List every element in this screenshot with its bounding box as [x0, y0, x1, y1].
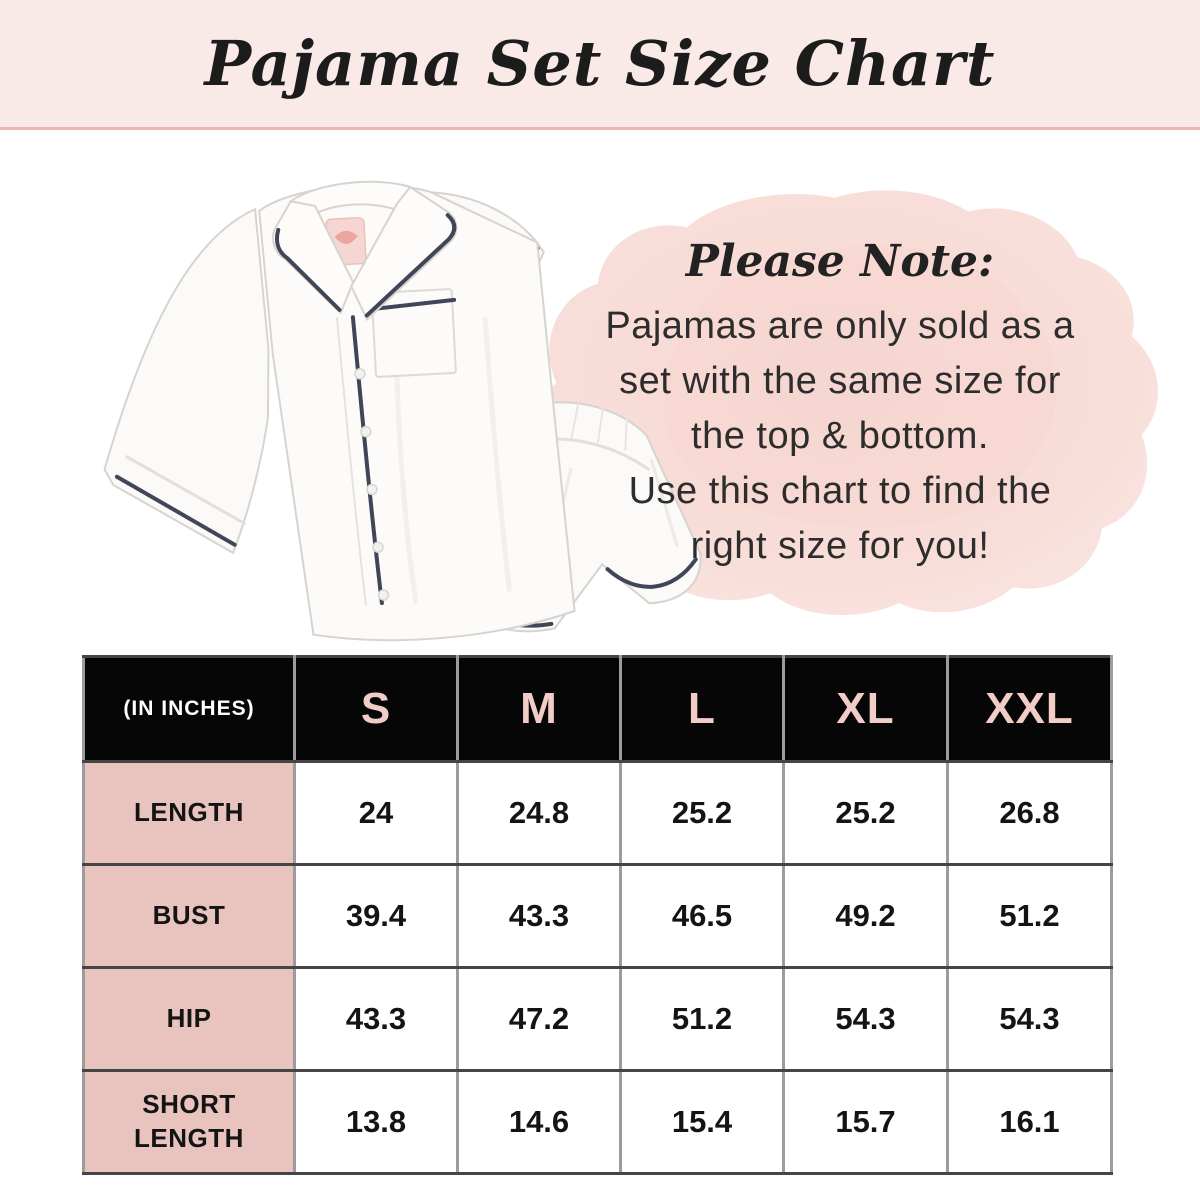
- cell-value: 25.2: [782, 760, 949, 866]
- header-row: (IN INCHES) S M L XL XXL: [82, 655, 1113, 763]
- cell-value: 51.2: [946, 863, 1113, 969]
- cell-value: 25.2: [619, 760, 785, 866]
- cell-value: 54.3: [782, 966, 949, 1072]
- table-row-length: LENGTH 24 24.8 25.2 25.2 26.8: [82, 760, 1113, 866]
- table-row-hip: HIP 43.3 47.2 51.2 54.3 54.3: [82, 966, 1113, 1072]
- cell-value: 49.2: [782, 863, 949, 969]
- row-label: BUST: [82, 863, 296, 969]
- shirt-buttons: [354, 368, 390, 601]
- size-header-m: M: [456, 655, 622, 763]
- cell-value: 15.7: [782, 1069, 949, 1175]
- table-row-short-length: SHORT LENGTH 13.8 14.6 15.4 15.7 16.1: [82, 1069, 1113, 1175]
- cell-value: 51.2: [619, 966, 785, 1072]
- cell-value: 13.8: [293, 1069, 459, 1175]
- note-line: right size for you!: [690, 525, 990, 567]
- note-heading: Please Note:: [685, 236, 995, 287]
- cell-value: 39.4: [293, 863, 459, 969]
- cell-value: 47.2: [456, 966, 622, 1072]
- note-line: Pajamas are only sold as a: [605, 305, 1075, 347]
- watercolor-blob: [505, 180, 1165, 616]
- row-label: HIP: [82, 966, 296, 1072]
- cell-value: 43.3: [293, 966, 459, 1072]
- page-title: Pajama Set Size Chart: [204, 27, 996, 100]
- cell-value: 24.8: [456, 760, 622, 866]
- cell-value: 16.1: [946, 1069, 1113, 1175]
- note-line: the top & bottom.: [691, 415, 989, 457]
- title-banner: Pajama Set Size Chart: [0, 0, 1200, 130]
- cell-value: 14.6: [456, 1069, 622, 1175]
- row-label: LENGTH: [82, 760, 296, 866]
- size-header-xl: XL: [782, 655, 949, 763]
- size-header-l: L: [619, 655, 785, 763]
- cell-value: 43.3: [456, 863, 622, 969]
- watercolor-blob-graphic: [540, 190, 1158, 616]
- cell-value: 26.8: [946, 760, 1113, 866]
- table-row-bust: BUST 39.4 43.3 46.5 49.2 51.2: [82, 863, 1113, 969]
- pajama-set-photo: [40, 135, 730, 660]
- unit-header-cell: (IN INCHES): [82, 655, 296, 763]
- chest-pocket: [370, 288, 457, 378]
- size-chart-table: (IN INCHES) S M L XL XXL LENGTH 24 24.8 …: [82, 655, 1113, 1175]
- cell-value: 54.3: [946, 966, 1113, 1072]
- row-label: SHORT LENGTH: [82, 1069, 296, 1175]
- size-header-xxl: XXL: [946, 655, 1113, 763]
- cell-value: 15.4: [619, 1069, 785, 1175]
- please-note: Please Note: Pajamas are only sold as a …: [555, 236, 1125, 574]
- cell-value: 24: [293, 760, 459, 866]
- cell-value: 46.5: [619, 863, 785, 969]
- pajama-set-graphic: [103, 180, 702, 642]
- note-line: Use this chart to find the: [628, 470, 1052, 512]
- size-header-s: S: [293, 655, 459, 763]
- note-line: set with the same size for: [619, 360, 1061, 402]
- pajama-shirt: [103, 180, 576, 642]
